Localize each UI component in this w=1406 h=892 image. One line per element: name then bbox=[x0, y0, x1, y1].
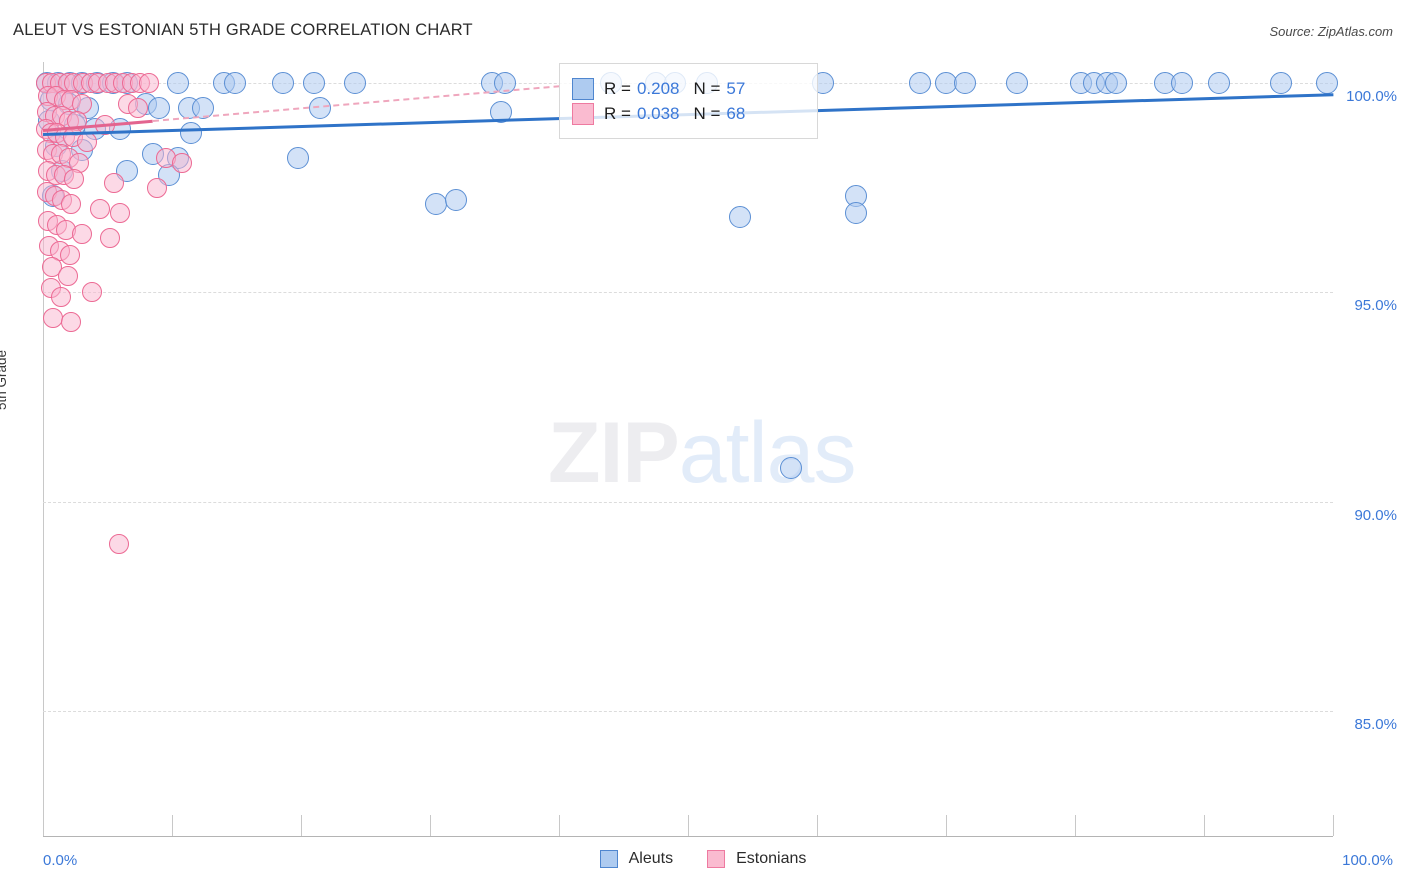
data-point-estonian[interactable] bbox=[172, 152, 193, 173]
data-point-aleut[interactable] bbox=[167, 71, 190, 94]
data-point-estonian[interactable] bbox=[57, 265, 78, 286]
data-point-aleut[interactable] bbox=[728, 206, 751, 228]
data-point-aleut[interactable] bbox=[1171, 71, 1194, 94]
data-point-aleut[interactable] bbox=[309, 97, 332, 120]
estonian-color-swatch bbox=[572, 102, 594, 125]
data-point-estonian[interactable] bbox=[94, 114, 115, 135]
y-tick-label: 90.0% bbox=[1354, 506, 1397, 524]
data-point-aleut[interactable] bbox=[493, 71, 516, 94]
legend-item-estonians[interactable]: Estonians bbox=[707, 850, 806, 868]
x-tick-mark bbox=[172, 815, 173, 836]
data-point-aleut[interactable] bbox=[287, 147, 310, 170]
watermark-zip: ZIP bbox=[548, 405, 680, 501]
aleut-color-swatch bbox=[572, 77, 594, 100]
data-point-aleut[interactable] bbox=[425, 193, 448, 216]
page-title: ALEUT VS ESTONIAN 5TH GRADE CORRELATION … bbox=[13, 21, 473, 39]
stats-row-estonians: R = 0.038 N = 68 bbox=[572, 102, 805, 125]
data-point-aleut[interactable] bbox=[1005, 71, 1028, 94]
data-point-aleut[interactable] bbox=[1208, 71, 1231, 94]
estonian-n-value: 68 bbox=[726, 103, 746, 123]
data-point-aleut[interactable] bbox=[1315, 71, 1338, 94]
data-point-aleut[interactable] bbox=[344, 71, 367, 94]
data-point-aleut[interactable] bbox=[180, 122, 203, 145]
data-point-estonian[interactable] bbox=[146, 177, 167, 198]
data-point-estonian[interactable] bbox=[43, 307, 64, 328]
y-tick-label: 100.0% bbox=[1346, 87, 1397, 105]
data-point-estonian[interactable] bbox=[63, 169, 84, 190]
x-tick-mark bbox=[1075, 815, 1076, 836]
watermark-atlas: atlas bbox=[678, 405, 857, 501]
x-tick-mark bbox=[559, 815, 560, 836]
data-point-estonian[interactable] bbox=[61, 311, 82, 332]
data-point-aleut[interactable] bbox=[191, 97, 214, 120]
correlation-stats-box: R = 0.208 N = 57 R = 0.038 N = 68 bbox=[559, 63, 818, 139]
data-point-aleut[interactable] bbox=[780, 457, 803, 480]
legend-item-aleuts[interactable]: Aleuts bbox=[599, 850, 674, 868]
data-point-aleut[interactable] bbox=[148, 97, 171, 120]
data-point-estonian[interactable] bbox=[61, 194, 82, 215]
estonian-r-value: 0.038 bbox=[636, 103, 680, 123]
x-tick-mark bbox=[1333, 815, 1334, 836]
data-point-estonian[interactable] bbox=[128, 98, 149, 119]
data-point-aleut[interactable] bbox=[444, 189, 467, 212]
aleut-r-label: R = bbox=[604, 78, 631, 98]
data-point-estonian[interactable] bbox=[71, 223, 92, 244]
legend-label-aleuts: Aleuts bbox=[628, 850, 674, 867]
estonian-n-label: N = bbox=[693, 103, 721, 123]
x-tick-mark bbox=[1204, 815, 1205, 836]
aleut-n-label: N = bbox=[693, 78, 721, 98]
x-tick-mark bbox=[946, 815, 947, 836]
data-point-estonian[interactable] bbox=[76, 131, 97, 152]
data-point-estonian[interactable] bbox=[110, 202, 131, 223]
data-point-aleut[interactable] bbox=[1270, 71, 1293, 94]
data-point-estonian[interactable] bbox=[138, 72, 159, 93]
estonian-r-label: R = bbox=[604, 103, 631, 123]
data-point-estonian[interactable] bbox=[103, 173, 124, 194]
data-point-aleut[interactable] bbox=[954, 71, 977, 94]
data-point-estonian[interactable] bbox=[60, 244, 81, 265]
data-point-aleut[interactable] bbox=[909, 71, 932, 94]
scatter-plot-area bbox=[35, 62, 1338, 837]
aleut-r-value: 0.208 bbox=[636, 78, 680, 98]
x-tick-label-max: 100.0% bbox=[1342, 852, 1393, 869]
zipatlas-watermark: ZIPatlas bbox=[548, 404, 857, 503]
data-point-estonian[interactable] bbox=[82, 282, 103, 303]
data-point-aleut[interactable] bbox=[1105, 71, 1128, 94]
gridline-y bbox=[43, 292, 1333, 294]
y-tick-label: 95.0% bbox=[1354, 297, 1397, 315]
y-tick-label: 85.0% bbox=[1354, 716, 1397, 734]
source-attribution: Source: ZipAtlas.com bbox=[1269, 24, 1393, 39]
chart-legend: Aleuts Estonians bbox=[0, 850, 1406, 868]
x-tick-mark bbox=[43, 815, 44, 836]
x-axis-line bbox=[43, 836, 1333, 837]
gridline-y bbox=[43, 501, 1333, 503]
aleut-n-value: 57 bbox=[726, 78, 746, 98]
data-point-estonian[interactable] bbox=[100, 227, 121, 248]
data-point-aleut[interactable] bbox=[271, 71, 294, 94]
x-tick-mark bbox=[430, 815, 431, 836]
x-tick-mark bbox=[301, 815, 302, 836]
data-point-aleut[interactable] bbox=[489, 101, 512, 124]
legend-swatch-aleuts bbox=[599, 850, 618, 868]
legend-label-estonians: Estonians bbox=[736, 850, 807, 867]
x-tick-label-min: 0.0% bbox=[43, 852, 78, 869]
data-point-estonian[interactable] bbox=[51, 286, 72, 307]
y-axis-line bbox=[43, 62, 44, 837]
data-point-estonian[interactable] bbox=[89, 198, 110, 219]
y-axis-title: 5th Grade bbox=[0, 349, 9, 410]
x-tick-mark bbox=[688, 815, 689, 836]
data-point-aleut[interactable] bbox=[224, 71, 247, 94]
data-point-aleut[interactable] bbox=[302, 71, 325, 94]
x-tick-mark bbox=[817, 815, 818, 836]
stats-row-aleuts: R = 0.208 N = 57 bbox=[572, 77, 805, 100]
data-point-estonian[interactable] bbox=[109, 533, 130, 554]
data-point-aleut[interactable] bbox=[844, 201, 867, 224]
legend-swatch-estonians bbox=[707, 850, 726, 868]
gridline-y bbox=[43, 711, 1333, 713]
